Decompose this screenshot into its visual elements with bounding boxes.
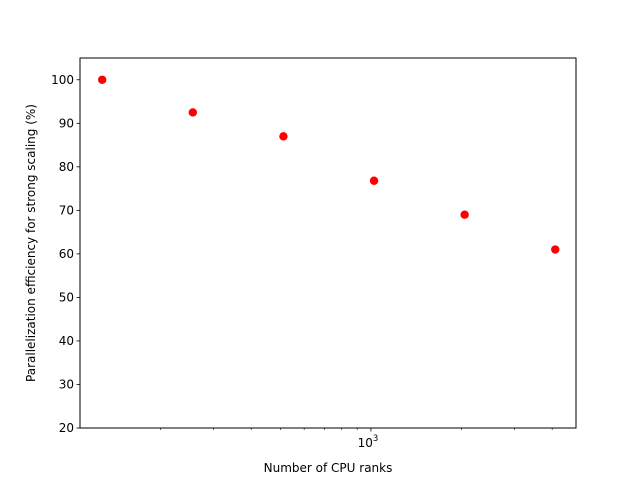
- data-point: [369, 176, 379, 185]
- y-tick-label: 80: [59, 160, 74, 174]
- data-point: [188, 108, 198, 117]
- data-point: [551, 245, 560, 254]
- data-points: [98, 75, 560, 254]
- y-tick-label: 70: [59, 203, 74, 217]
- plot-area: [80, 58, 576, 428]
- y-tick-label: 30: [59, 377, 74, 391]
- x-axis-label: Number of CPU ranks: [264, 461, 393, 475]
- data-point: [98, 75, 107, 84]
- data-point: [460, 210, 469, 219]
- y-tick-label: 20: [59, 421, 74, 435]
- y-tick-label: 90: [59, 116, 74, 130]
- data-point: [279, 132, 288, 141]
- plot-frame: [79, 57, 577, 429]
- y-tick-label: 60: [59, 247, 74, 261]
- y-tick-label: 50: [59, 290, 74, 304]
- y-tick-label: 100: [51, 73, 74, 87]
- axis-ticks: 20 30 40 50 60 70 80 90 100 103: [51, 73, 553, 450]
- y-axis-label: Parallelization efficiency for strong sc…: [24, 104, 38, 382]
- y-tick-label: 40: [59, 334, 74, 348]
- x-tick-label: 103: [358, 434, 379, 450]
